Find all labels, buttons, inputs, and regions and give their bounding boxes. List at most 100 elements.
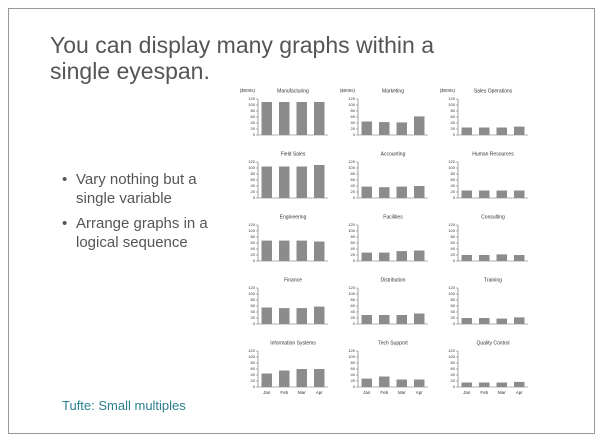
- y-tick-label: 100: [248, 228, 255, 233]
- bar: [461, 255, 472, 261]
- y-tick-label: 0: [253, 384, 256, 389]
- bar: [314, 102, 325, 135]
- x-tick-label: Feb: [480, 390, 488, 395]
- bar: [461, 318, 472, 324]
- bar: [461, 382, 472, 387]
- y-tick-label: 0: [353, 258, 356, 263]
- y-tick-label: 20: [351, 378, 356, 383]
- y-tick-label: 60: [451, 177, 456, 182]
- y-tick-label: 100: [348, 228, 355, 233]
- bar: [361, 252, 372, 261]
- bar: [379, 252, 390, 261]
- x-tick-label: Feb: [380, 390, 388, 395]
- y-tick-label: 100: [448, 291, 455, 296]
- chart-title: Information Systems: [270, 340, 316, 346]
- y-tick-label: 20: [251, 315, 256, 320]
- y-tick-label: 0: [453, 132, 456, 137]
- bar: [279, 308, 290, 324]
- y-tick-label: 40: [351, 246, 356, 251]
- x-tick-label: Jan: [263, 390, 271, 395]
- y-tick-label: 40: [251, 309, 256, 314]
- bar: [514, 126, 525, 135]
- y-tick-label: 40: [251, 120, 256, 125]
- footer: Tufte: Small multiples: [62, 398, 186, 413]
- bar: [496, 318, 507, 324]
- bar: [379, 122, 390, 135]
- y-tick-label: 80: [251, 297, 256, 302]
- y-tick-label: 100: [348, 165, 355, 170]
- y-tick-label: 40: [251, 183, 256, 188]
- y-tick-label: 0: [253, 321, 256, 326]
- bar: [514, 255, 525, 261]
- y-tick-label: 0: [453, 195, 456, 200]
- y-tick-label: 120: [448, 222, 455, 227]
- y-tick-label: 60: [451, 240, 456, 245]
- y-tick-label: 0: [353, 132, 356, 137]
- y-tick-label: 40: [451, 120, 456, 125]
- y-tick-label: 20: [251, 126, 256, 131]
- y-tick-label: 60: [251, 114, 256, 119]
- bar: [279, 166, 290, 198]
- y-tick-label: 20: [451, 189, 456, 194]
- y-tick-label: 0: [453, 384, 456, 389]
- units-label: ($000s): [440, 88, 456, 93]
- y-tick-label: 100: [448, 165, 455, 170]
- y-tick-label: 20: [351, 126, 356, 131]
- y-tick-label: 60: [251, 177, 256, 182]
- y-tick-label: 60: [351, 114, 356, 119]
- bar: [296, 102, 307, 135]
- y-tick-label: 20: [451, 378, 456, 383]
- y-tick-label: 60: [251, 303, 256, 308]
- bar: [379, 315, 390, 324]
- chart-title: Manufacturing: [277, 88, 309, 94]
- y-tick-label: 0: [253, 132, 256, 137]
- bar: [496, 382, 507, 387]
- y-tick-label: 40: [251, 372, 256, 377]
- y-tick-label: 80: [351, 171, 356, 176]
- y-tick-label: 100: [248, 291, 255, 296]
- y-tick-label: 0: [353, 321, 356, 326]
- y-tick-label: 80: [351, 297, 356, 302]
- y-tick-label: 0: [453, 258, 456, 263]
- bar: [296, 308, 307, 324]
- y-tick-label: 40: [351, 183, 356, 188]
- bar: [514, 381, 525, 387]
- y-tick-label: 20: [351, 252, 356, 257]
- slide-title: You can display many graphs within a: [50, 32, 434, 58]
- bar: [261, 166, 272, 198]
- y-tick-label: 80: [251, 108, 256, 113]
- y-tick-label: 120: [248, 348, 255, 353]
- y-tick-label: 0: [353, 195, 356, 200]
- slide-title: single eyespan.: [50, 58, 210, 84]
- x-tick-label: Mar: [498, 390, 506, 395]
- y-tick-label: 120: [248, 285, 255, 290]
- bar: [496, 190, 507, 198]
- x-tick-label: Feb: [280, 390, 288, 395]
- y-tick-label: 60: [451, 114, 456, 119]
- bar: [296, 369, 307, 387]
- chart-title: Tech Support: [378, 340, 408, 346]
- y-tick-label: 120: [248, 96, 255, 101]
- bar: [414, 379, 425, 387]
- bar: [261, 102, 272, 135]
- y-tick-label: 0: [453, 321, 456, 326]
- x-tick-label: Mar: [398, 390, 406, 395]
- slide-frame: [8, 8, 595, 434]
- x-tick-label: Jan: [363, 390, 371, 395]
- y-tick-label: 40: [351, 309, 356, 314]
- bar: [361, 121, 372, 135]
- bar: [514, 190, 525, 198]
- bar: [314, 165, 325, 198]
- y-tick-label: 60: [351, 177, 356, 182]
- bar: [314, 241, 325, 261]
- y-tick-label: 120: [348, 159, 355, 164]
- y-tick-label: 100: [348, 291, 355, 296]
- bar: [479, 382, 490, 387]
- bar: [396, 315, 407, 324]
- y-tick-label: 60: [451, 303, 456, 308]
- bar: [279, 370, 290, 387]
- bar: [479, 190, 490, 198]
- x-tick-label: Apr: [416, 390, 424, 395]
- chart-title: Sales Operations: [474, 88, 513, 94]
- bar: [496, 127, 507, 135]
